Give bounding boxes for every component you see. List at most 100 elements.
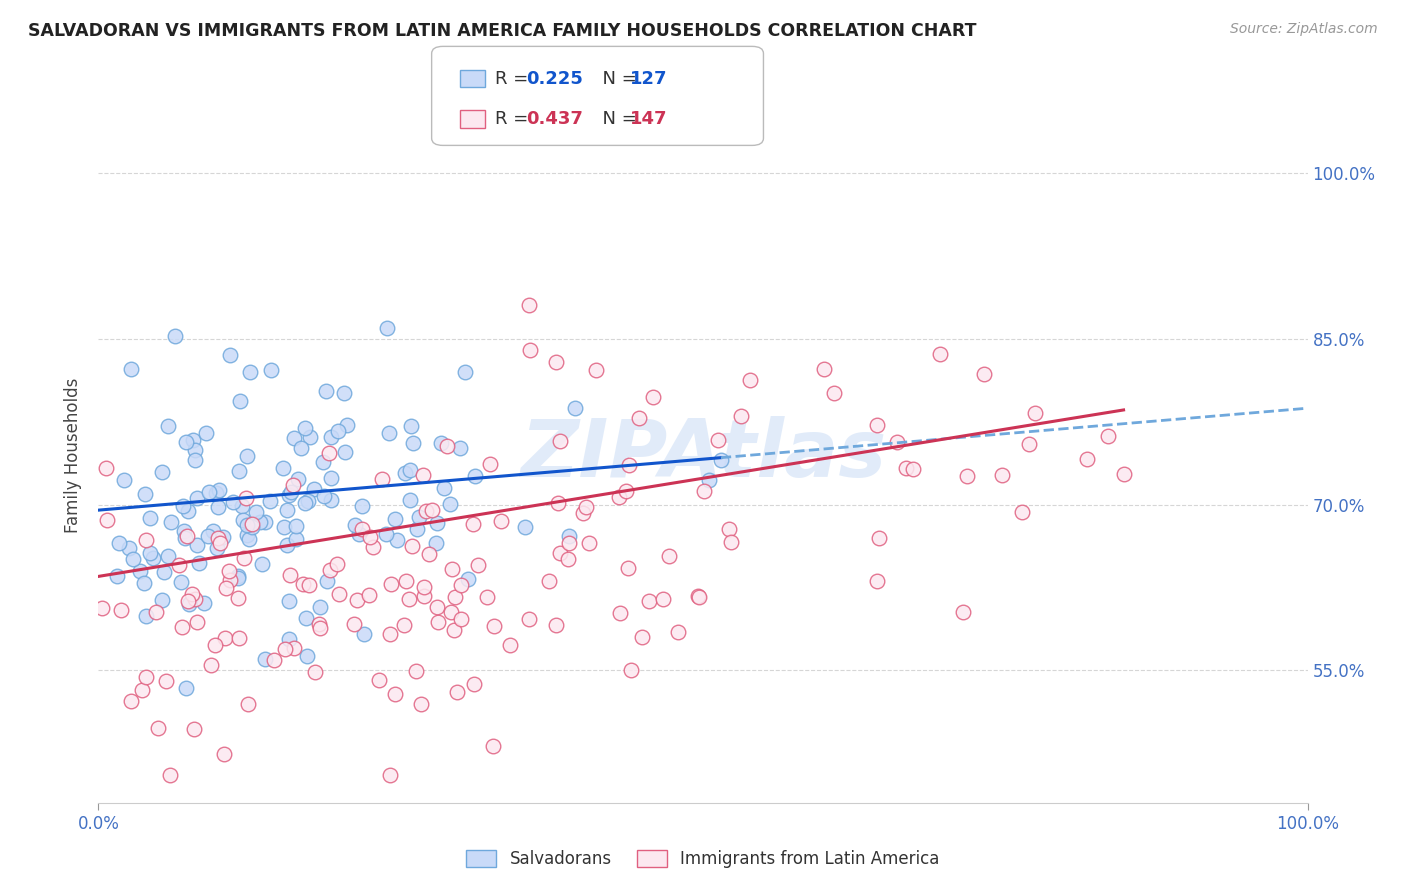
Point [184, 442, 207, 457]
Point [894, 461, 917, 475]
Point [405, 664, 427, 678]
Point [135, 609, 157, 624]
Point [617, 561, 640, 575]
Point [557, 552, 579, 566]
Point [375, 321, 398, 335]
Point [207, 500, 229, 514]
Text: SALVADORAN VS IMMIGRANTS FROM LATIN AMERICA FAMILY HOUSEHOLDS CORRELATION CHART: SALVADORAN VS IMMIGRANTS FROM LATIN AMER… [28, 22, 977, 40]
Point [291, 577, 314, 591]
Point [157, 419, 180, 434]
Point [283, 431, 305, 445]
Point [620, 663, 643, 677]
Point [254, 652, 277, 666]
Point [114, 473, 136, 487]
Point [173, 524, 195, 538]
Point [574, 500, 596, 514]
Point [139, 511, 162, 525]
Point [394, 467, 416, 481]
Point [378, 768, 401, 782]
Point [273, 520, 295, 534]
Point [886, 434, 908, 449]
Point [118, 541, 141, 555]
Point [371, 472, 394, 486]
Point [740, 373, 762, 387]
Point [499, 638, 522, 652]
Point [197, 485, 219, 500]
Y-axis label: Family Households: Family Households [65, 377, 83, 533]
Text: 127: 127 [630, 70, 668, 87]
Point [321, 430, 343, 444]
Point [159, 768, 181, 782]
Point [359, 588, 381, 602]
Point [333, 445, 356, 459]
Point [607, 490, 630, 504]
Point [167, 558, 190, 573]
Point [186, 615, 208, 629]
Point [139, 546, 162, 560]
Point [929, 347, 952, 361]
Point [157, 549, 180, 563]
Point [218, 347, 240, 361]
Point [236, 450, 259, 464]
Point [609, 606, 631, 620]
Point [408, 510, 430, 524]
Point [145, 605, 167, 619]
Point [394, 618, 416, 632]
Point [866, 418, 889, 433]
Point [134, 487, 156, 501]
Point [277, 488, 299, 502]
Point [378, 626, 401, 640]
Point [209, 536, 232, 550]
Point [214, 632, 236, 646]
Point [450, 578, 472, 592]
Point [614, 484, 637, 499]
Point [321, 471, 343, 485]
Point [1018, 437, 1040, 451]
Point [242, 516, 264, 531]
Point [277, 632, 299, 646]
Point [96, 513, 118, 527]
Point [260, 362, 283, 376]
Point [328, 586, 350, 600]
Point [546, 355, 568, 369]
Point [868, 531, 890, 545]
Point [294, 611, 316, 625]
Point [304, 665, 326, 679]
Point [238, 698, 260, 712]
Point [120, 694, 142, 708]
Point [204, 638, 226, 652]
Point [1024, 406, 1046, 420]
Point [443, 624, 465, 638]
Point [308, 617, 330, 632]
Text: 0.225: 0.225 [526, 70, 582, 87]
Point [1076, 451, 1098, 466]
Point [956, 469, 979, 483]
Point [420, 503, 443, 517]
Point [294, 496, 316, 510]
Point [235, 491, 257, 505]
Point [176, 504, 198, 518]
Point [449, 441, 471, 455]
Point [240, 519, 263, 533]
Point [197, 529, 219, 543]
Point [96, 461, 118, 475]
Point [280, 485, 302, 500]
Point [564, 401, 586, 415]
Point [398, 591, 420, 606]
Point [631, 630, 654, 644]
Point [699, 474, 721, 488]
Point [179, 597, 201, 611]
Point [548, 545, 571, 559]
Point [439, 497, 461, 511]
Point [457, 572, 479, 586]
Point [643, 390, 665, 404]
Point [135, 533, 157, 548]
Point [232, 551, 254, 566]
Point [128, 565, 150, 579]
Point [537, 574, 560, 588]
Point [170, 574, 193, 589]
Point [134, 576, 156, 591]
Point [688, 590, 710, 604]
Point [165, 329, 187, 343]
Point [239, 365, 262, 379]
